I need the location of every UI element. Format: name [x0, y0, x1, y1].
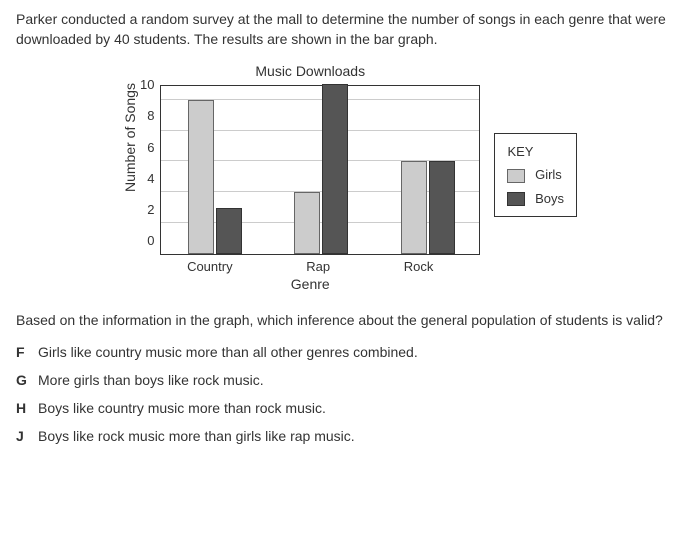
legend: KEY Girls Boys [494, 133, 577, 217]
x-ticks: Country Rap Rock [150, 259, 470, 274]
ytick: 4 [140, 172, 154, 186]
xtick: Rock [404, 259, 434, 274]
ytick: 8 [140, 109, 154, 123]
choice-letter: F [16, 344, 38, 360]
bar-boys-rap [322, 84, 348, 254]
inference-prompt: Based on the information in the graph, w… [16, 310, 681, 330]
plot-area [160, 85, 480, 255]
choice-letter: G [16, 372, 38, 388]
choice-letter: J [16, 428, 38, 444]
bar-girls-rap [294, 192, 320, 254]
legend-label: Boys [535, 191, 564, 206]
bar-girls-rock [401, 161, 427, 254]
legend-title: KEY [507, 144, 564, 159]
ytick: 10 [140, 78, 154, 92]
choice-text: Boys like rock music more than girls lik… [38, 428, 355, 444]
x-axis-label: Genre [291, 276, 330, 292]
y-axis-label: Number of Songs [122, 172, 138, 192]
choice-h[interactable]: H Boys like country music more than rock… [16, 400, 681, 416]
xtick: Country [187, 259, 233, 274]
legend-item-boys: Boys [507, 191, 564, 207]
choice-letter: H [16, 400, 38, 416]
choice-f[interactable]: F Girls like country music more than all… [16, 344, 681, 360]
ytick: 6 [140, 141, 154, 155]
xtick: Rap [306, 259, 330, 274]
choice-text: More girls than boys like rock music. [38, 372, 264, 388]
bar-girls-country [188, 100, 214, 255]
bar-boys-country [216, 208, 242, 254]
boys-swatch [507, 192, 525, 206]
girls-swatch [507, 169, 525, 183]
choice-g[interactable]: G More girls than boys like rock music. [16, 372, 681, 388]
legend-label: Girls [535, 167, 562, 182]
y-ticks: 10 8 6 4 2 0 [140, 78, 160, 248]
answer-choices: F Girls like country music more than all… [16, 344, 681, 444]
choice-j[interactable]: J Boys like rock music more than girls l… [16, 428, 681, 444]
choice-text: Girls like country music more than all o… [38, 344, 418, 360]
question-text: Parker conducted a random survey at the … [16, 10, 681, 49]
choice-text: Boys like country music more than rock m… [38, 400, 326, 416]
legend-item-girls: Girls [507, 167, 564, 183]
chart-container: Number of Songs Music Downloads 10 8 6 4… [16, 63, 681, 292]
ytick: 2 [140, 203, 154, 217]
ytick: 0 [140, 234, 154, 248]
chart-title: Music Downloads [255, 63, 365, 79]
bar-boys-rock [429, 161, 455, 254]
